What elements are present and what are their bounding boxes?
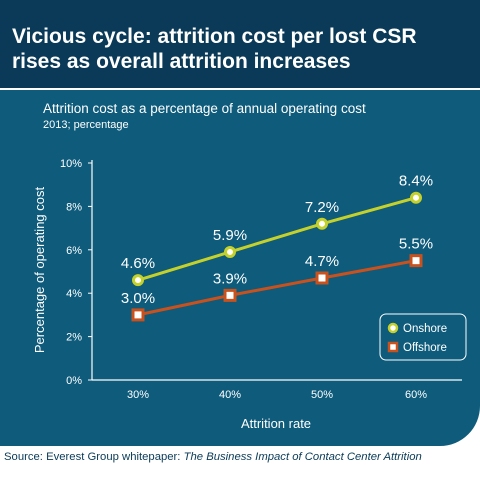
- x-tick-label: 40%: [219, 389, 241, 401]
- data-point-onshore: [410, 191, 422, 204]
- legend-label-onshore: Onshore: [403, 323, 447, 335]
- data-point-offshore: [223, 288, 237, 302]
- source-note: Source: Everest Group whitepaper: The Bu…: [4, 451, 480, 463]
- chart-title: Attrition cost as a percentage of annual…: [43, 101, 366, 116]
- data-label-onshore: 7.2%: [305, 199, 339, 216]
- x-tick-label: 50%: [311, 389, 333, 401]
- data-label-onshore: 4.6%: [121, 255, 155, 272]
- data-point-offshore: [315, 271, 329, 285]
- y-tick-label: 2%: [66, 332, 82, 344]
- source-title: The Business Impact of Contact Center At…: [183, 451, 422, 463]
- y-tick-label: 8%: [66, 201, 82, 213]
- data-point-offshore: [131, 308, 145, 322]
- series-line-onshore: [137, 196, 417, 282]
- source-prefix: Source: Everest Group whitepaper:: [4, 451, 184, 463]
- y-tick-label: 6%: [66, 245, 82, 257]
- data-label-offshore: 3.0%: [121, 290, 155, 307]
- data-label-onshore: 8.4%: [399, 173, 433, 190]
- chart-subtitle: 2013; percentage: [43, 119, 129, 131]
- headline: Vicious cycle: attrition cost per lost C…: [12, 24, 472, 74]
- y-tick-label: 10%: [60, 158, 82, 170]
- headline-line-1: Vicious cycle: attrition cost per lost C…: [12, 25, 417, 48]
- data-label-onshore: 5.9%: [213, 227, 247, 244]
- data-point-onshore: [316, 217, 328, 230]
- data-point-onshore: [132, 274, 144, 287]
- legend-box: [379, 313, 467, 361]
- x-tick-label: 60%: [405, 389, 427, 401]
- data-label-offshore: 3.9%: [213, 270, 247, 287]
- y-tick-label: 4%: [66, 288, 82, 300]
- data-label-offshore: 5.5%: [399, 236, 433, 253]
- series-line-offshore: [137, 259, 417, 317]
- y-tick-label: 0%: [66, 375, 82, 387]
- data-point-onshore: [224, 245, 236, 258]
- y-axis-label: Percentage of operating cost: [32, 187, 47, 354]
- legend-marker-onshore: [387, 322, 399, 334]
- header-banner: Vicious cycle: attrition cost per lost C…: [0, 0, 480, 88]
- chart-panel: [0, 90, 480, 446]
- data-label-offshore: 4.7%: [305, 253, 339, 270]
- x-axis-label: Attrition rate: [241, 416, 311, 431]
- data-point-offshore: [409, 254, 423, 268]
- legend-label-offshore: Offshore: [403, 342, 447, 354]
- legend-marker-offshore: [387, 341, 399, 353]
- headline-line-2: rises as overall attrition increases: [12, 50, 351, 73]
- x-tick-label: 30%: [127, 389, 149, 401]
